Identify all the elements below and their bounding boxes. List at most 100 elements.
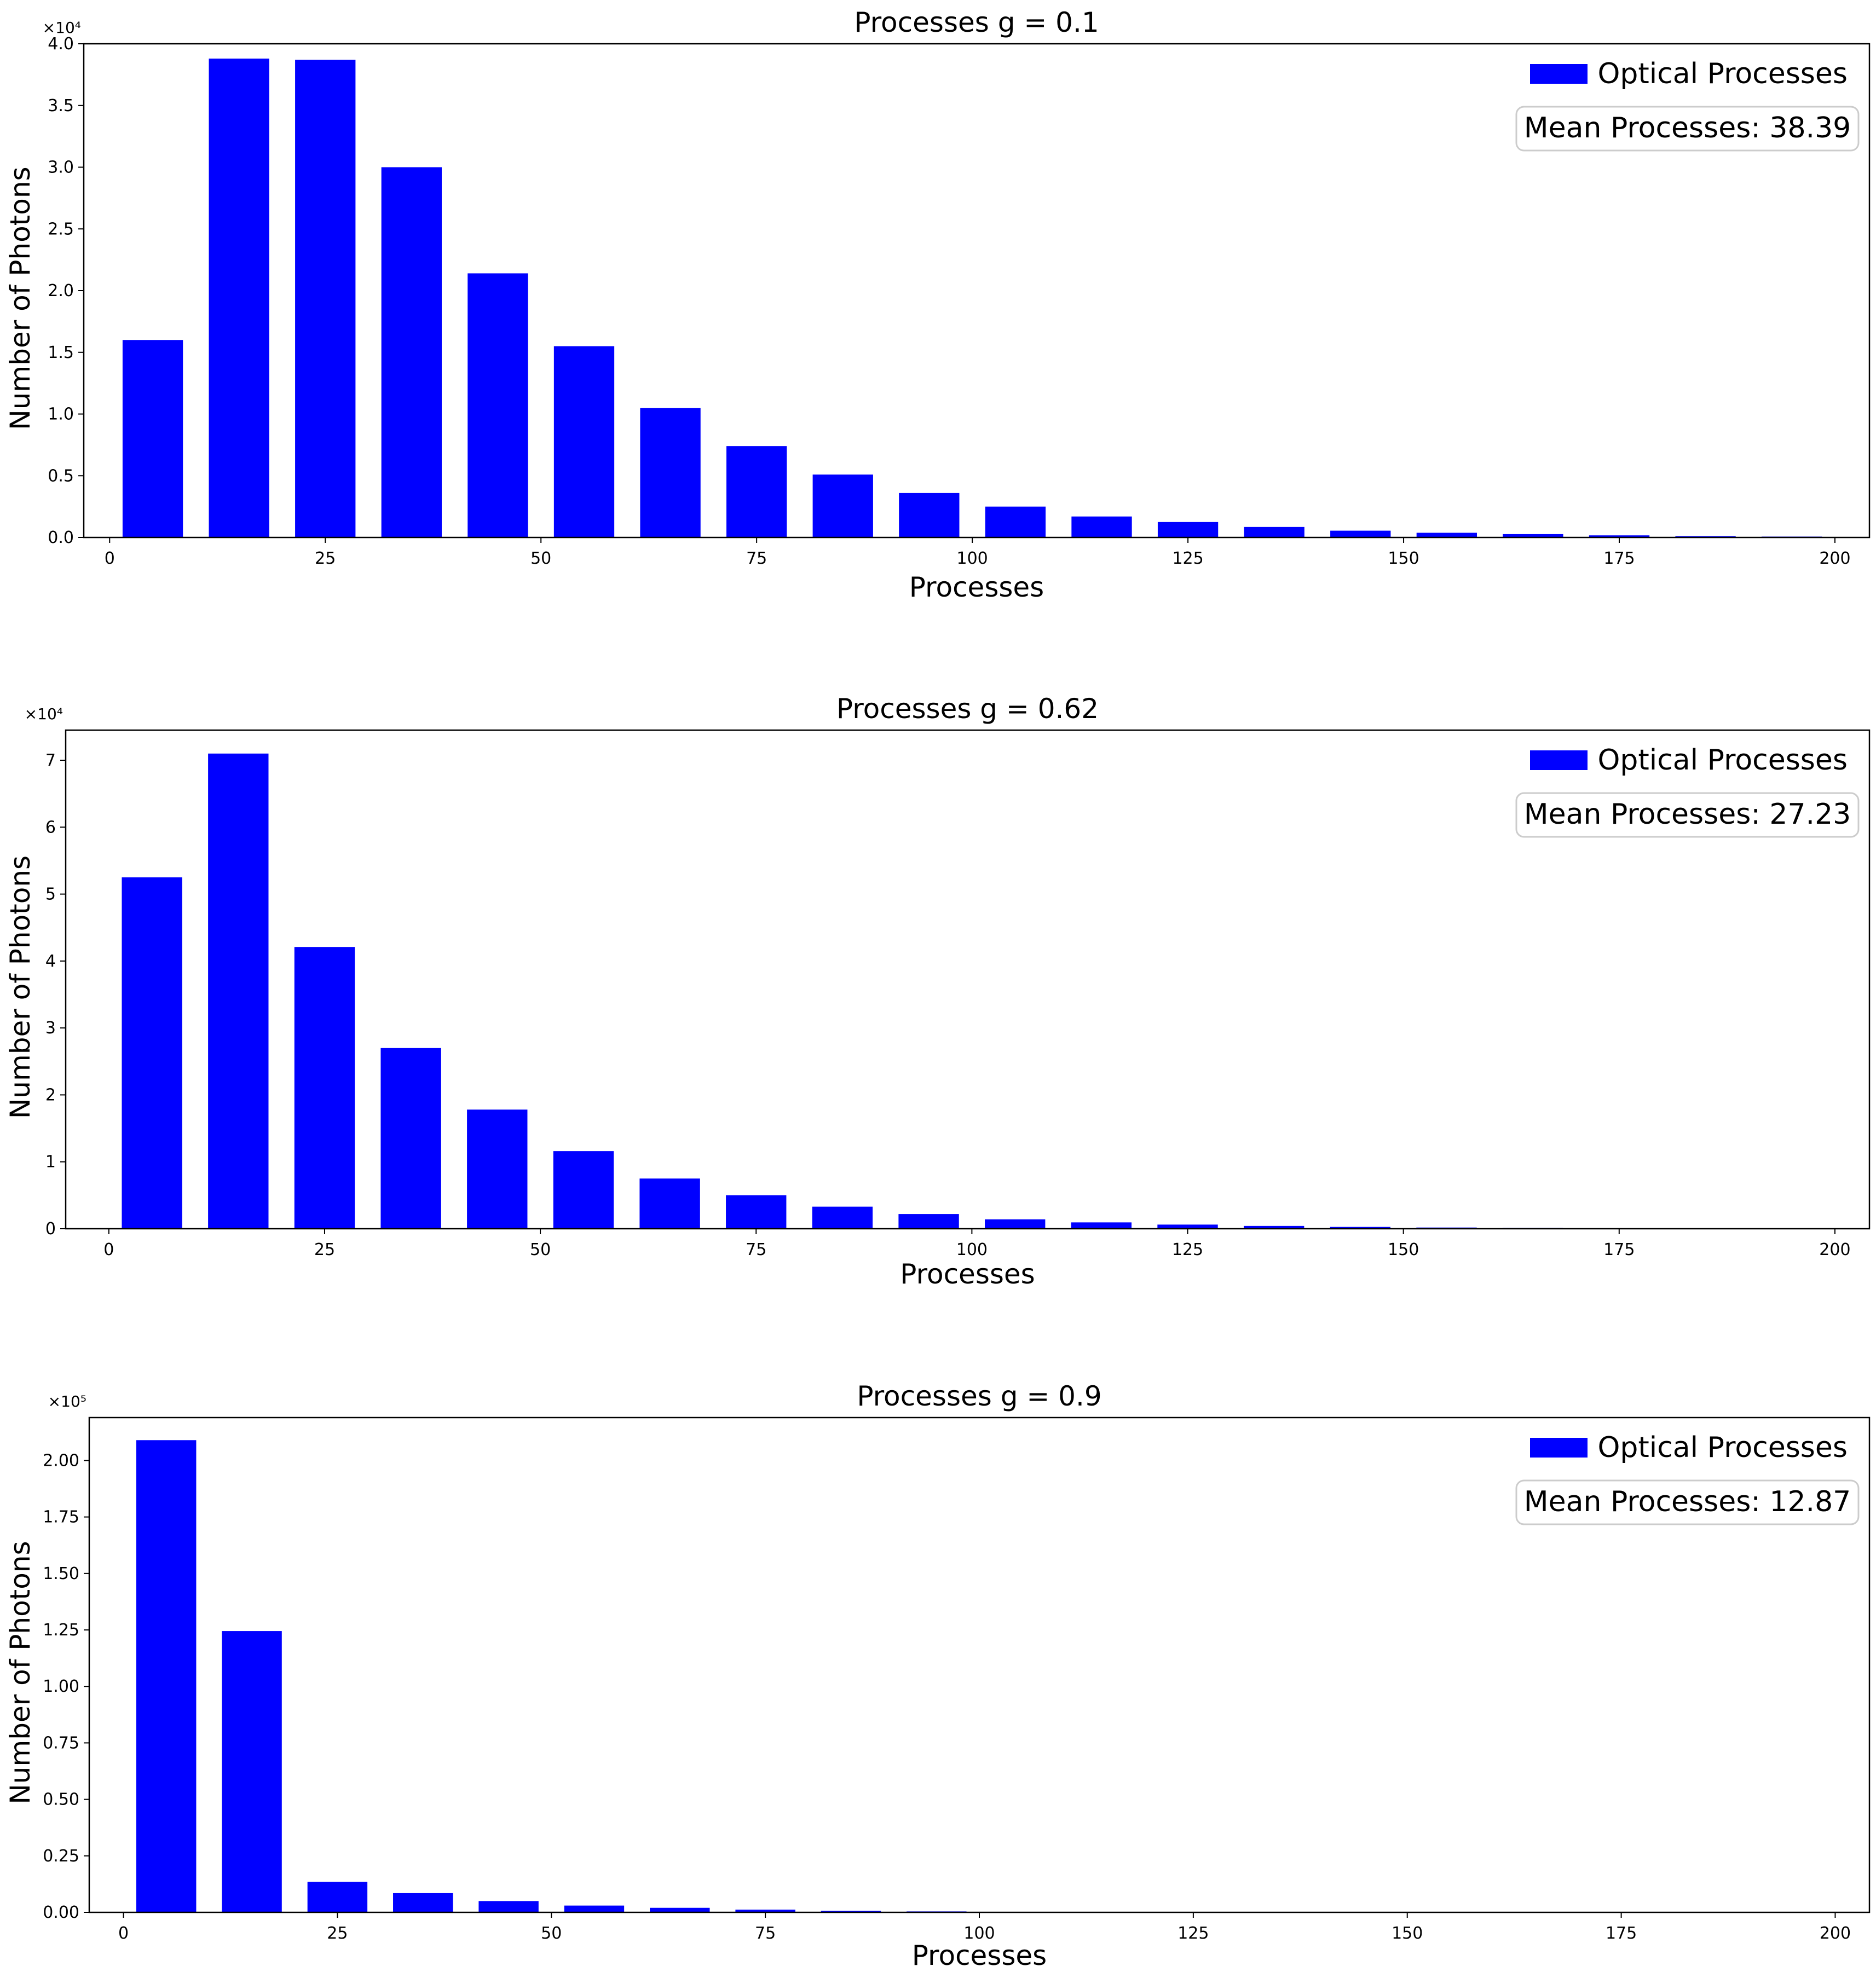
- y-axis-label: Number of Photons: [4, 855, 36, 1119]
- legend-label: Optical Processes: [1597, 57, 1848, 90]
- bar: [294, 947, 355, 1229]
- x-tick-label: 150: [1392, 1924, 1423, 1943]
- bar: [1071, 516, 1132, 537]
- legend-swatch: [1530, 64, 1588, 84]
- x-axis: 0 25 50 75 100 125 150 175 200: [105, 537, 1851, 568]
- mean-annotation-box: [1515, 1479, 1860, 1525]
- y-tick-label: 2: [45, 1085, 56, 1104]
- chart-panel-2: 0 25 50 75 100 125 150 175 200 0 1 2 3 4 5 6 7 ×10⁴ Proces…: [4, 693, 1871, 1290]
- y-tick-label: 1.75: [43, 1508, 79, 1527]
- bar: [564, 1905, 625, 1912]
- y-tick-label: 1.5: [48, 343, 74, 362]
- bar: [122, 340, 183, 537]
- bar: [467, 273, 528, 537]
- y-tick-label: 6: [45, 818, 56, 837]
- bar: [985, 1219, 1046, 1229]
- y-tick-label: 2.5: [48, 219, 74, 239]
- bar: [1157, 1224, 1218, 1229]
- bar: [209, 59, 269, 537]
- x-axis: 0 25 50 75 100 125 150 175 200: [118, 1912, 1851, 1943]
- y-tick-label: 3.0: [48, 158, 74, 177]
- x-tick-label: 25: [315, 549, 336, 568]
- y-offset-label: ×10⁵: [48, 1392, 86, 1410]
- bar: [735, 1910, 795, 1912]
- bar: [1157, 522, 1219, 537]
- x-tick-label: 0: [103, 1240, 114, 1259]
- y-axis-label: Number of Photons: [4, 1541, 36, 1804]
- bar: [553, 1151, 614, 1229]
- x-tick-label: 25: [314, 1240, 335, 1259]
- x-tick-label: 200: [1820, 1924, 1851, 1943]
- y-axis-label: Number of Photons: [4, 166, 36, 430]
- x-tick-label: 175: [1603, 549, 1635, 568]
- chart-panel-3: 0 25 50 75 100 125 150 175 200 0.00 0.25 0.50 0.75 1.…: [4, 1380, 1871, 1971]
- mean-annotation-text: Mean Processes: 27.23: [1524, 798, 1851, 831]
- bar-series: [136, 1440, 1480, 1912]
- mean-annotation: Mean Processes: 38.39: [1515, 106, 1860, 152]
- y-tick-label: 4.0: [48, 34, 74, 54]
- x-axis-label: Processes: [909, 571, 1044, 603]
- bar: [136, 1440, 197, 1912]
- y-offset-label: ×10⁴: [25, 705, 63, 723]
- x-tick-label: 75: [755, 1924, 776, 1943]
- mean-annotation-box: [1515, 792, 1860, 838]
- y-tick-label: 5: [45, 885, 56, 904]
- x-axis: 0 25 50 75 100 125 150 175 200: [103, 1229, 1851, 1259]
- x-tick-label: 100: [956, 549, 988, 568]
- legend-swatch: [1530, 1438, 1588, 1458]
- x-axis-label: Processes: [912, 1940, 1047, 1971]
- y-offset-label: ×10⁴: [43, 19, 81, 37]
- bar: [295, 60, 356, 537]
- bar: [898, 1214, 959, 1229]
- mean-annotation: Mean Processes: 27.23: [1515, 792, 1860, 838]
- y-tick-label: 4: [45, 952, 56, 971]
- y-tick-label: 3.5: [48, 96, 74, 115]
- x-tick-label: 100: [963, 1924, 995, 1943]
- x-tick-label: 50: [541, 1924, 562, 1943]
- chart-title: Processes g = 0.1: [854, 7, 1099, 38]
- x-tick-label: 0: [105, 549, 115, 568]
- bar: [1589, 535, 1650, 537]
- x-tick-label: 0: [118, 1924, 129, 1943]
- bar: [381, 167, 442, 537]
- bar: [639, 1178, 700, 1229]
- y-tick-label: 2.0: [48, 281, 74, 300]
- bar: [122, 877, 182, 1229]
- y-axis: 0.0 0.5 1.0 1.5 2.0 2.5 3.0 3.5 4.0: [48, 34, 84, 547]
- y-tick-label: 3: [45, 1019, 56, 1038]
- x-tick-label: 50: [530, 549, 551, 568]
- mean-annotation: Mean Processes: 12.87: [1515, 1479, 1860, 1525]
- y-tick-label: 0.5: [48, 466, 74, 485]
- mean-annotation-box: [1515, 106, 1860, 152]
- bar: [553, 346, 615, 537]
- bar: [1330, 530, 1391, 537]
- y-tick-label: 1.25: [43, 1621, 79, 1640]
- x-tick-label: 200: [1819, 549, 1850, 568]
- y-tick-label: 1.0: [48, 405, 74, 424]
- y-tick-label: 0.75: [43, 1733, 79, 1753]
- bar: [726, 446, 787, 537]
- x-axis-label: Processes: [900, 1258, 1035, 1290]
- y-tick-label: 7: [45, 751, 56, 770]
- y-tick-label: 1: [45, 1153, 56, 1172]
- x-tick-label: 100: [956, 1240, 988, 1259]
- chart-title: Processes g = 0.9: [857, 1380, 1101, 1412]
- x-tick-label: 150: [1388, 549, 1419, 568]
- x-tick-label: 75: [746, 1240, 766, 1259]
- y-tick-label: 0: [45, 1219, 56, 1239]
- bar: [726, 1195, 787, 1229]
- mean-annotation-text: Mean Processes: 12.87: [1524, 1485, 1851, 1518]
- x-tick-label: 50: [530, 1240, 551, 1259]
- bar-series: [122, 753, 1822, 1229]
- bar: [1416, 533, 1477, 537]
- legend: Optical Processes: [1530, 744, 1848, 777]
- bar: [222, 1631, 282, 1912]
- x-tick-label: 25: [327, 1924, 348, 1943]
- y-tick-label: 0.0: [48, 528, 74, 547]
- x-tick-label: 175: [1606, 1924, 1637, 1943]
- bar: [1071, 1222, 1132, 1229]
- y-tick-label: 1.50: [43, 1564, 79, 1583]
- bar: [380, 1048, 441, 1229]
- bar: [650, 1907, 710, 1912]
